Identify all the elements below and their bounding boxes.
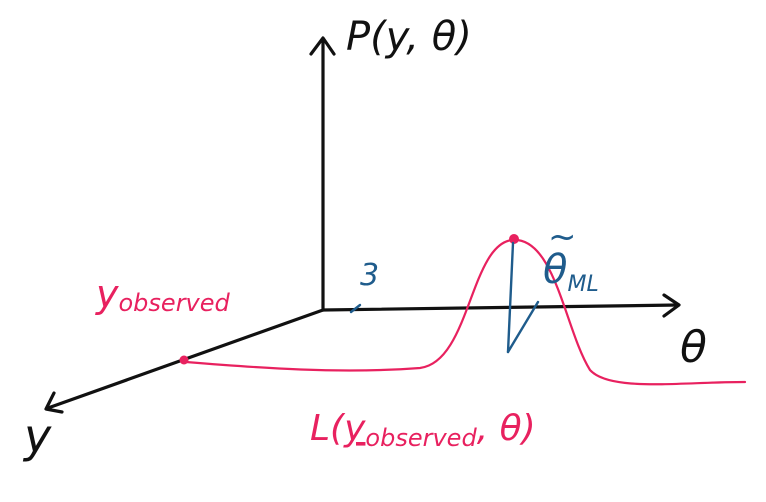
y-axis-label: y	[22, 409, 52, 463]
likelihood-subscript: observed	[365, 424, 477, 452]
y-observed-label: yobserved	[95, 272, 231, 317]
likelihood-var: y	[343, 408, 366, 449]
z-axis-label: P(y, θ)	[346, 14, 472, 60]
theta-axis-arrowhead	[662, 293, 681, 318]
origin-tick	[349, 303, 362, 314]
mle-label: θML	[543, 247, 599, 297]
likelihood-prefix: L(	[310, 408, 346, 449]
peak-point	[509, 234, 519, 244]
y-observed-point	[179, 355, 189, 365]
likelihood-curve	[184, 238, 747, 386]
y-axis-arrowhead	[44, 391, 64, 414]
mle-subscript: ML	[567, 272, 598, 297]
tick-label-3: 3	[360, 258, 379, 293]
mle-hat: ~	[548, 217, 577, 257]
likelihood-label: L(yobserved, θ)	[310, 408, 536, 452]
mle-vertical-line	[506, 241, 515, 354]
likelihood-suffix: , θ)	[477, 408, 536, 449]
theta-axis-label: θ	[680, 322, 707, 373]
vertical-axis-arrowhead	[309, 36, 336, 56]
mle-theta: θ	[543, 247, 567, 293]
y-observed-var: y	[95, 272, 119, 316]
y-observed-subscript: observed	[119, 289, 231, 317]
theta-axis	[321, 303, 680, 312]
mle-slant-line	[506, 300, 540, 354]
